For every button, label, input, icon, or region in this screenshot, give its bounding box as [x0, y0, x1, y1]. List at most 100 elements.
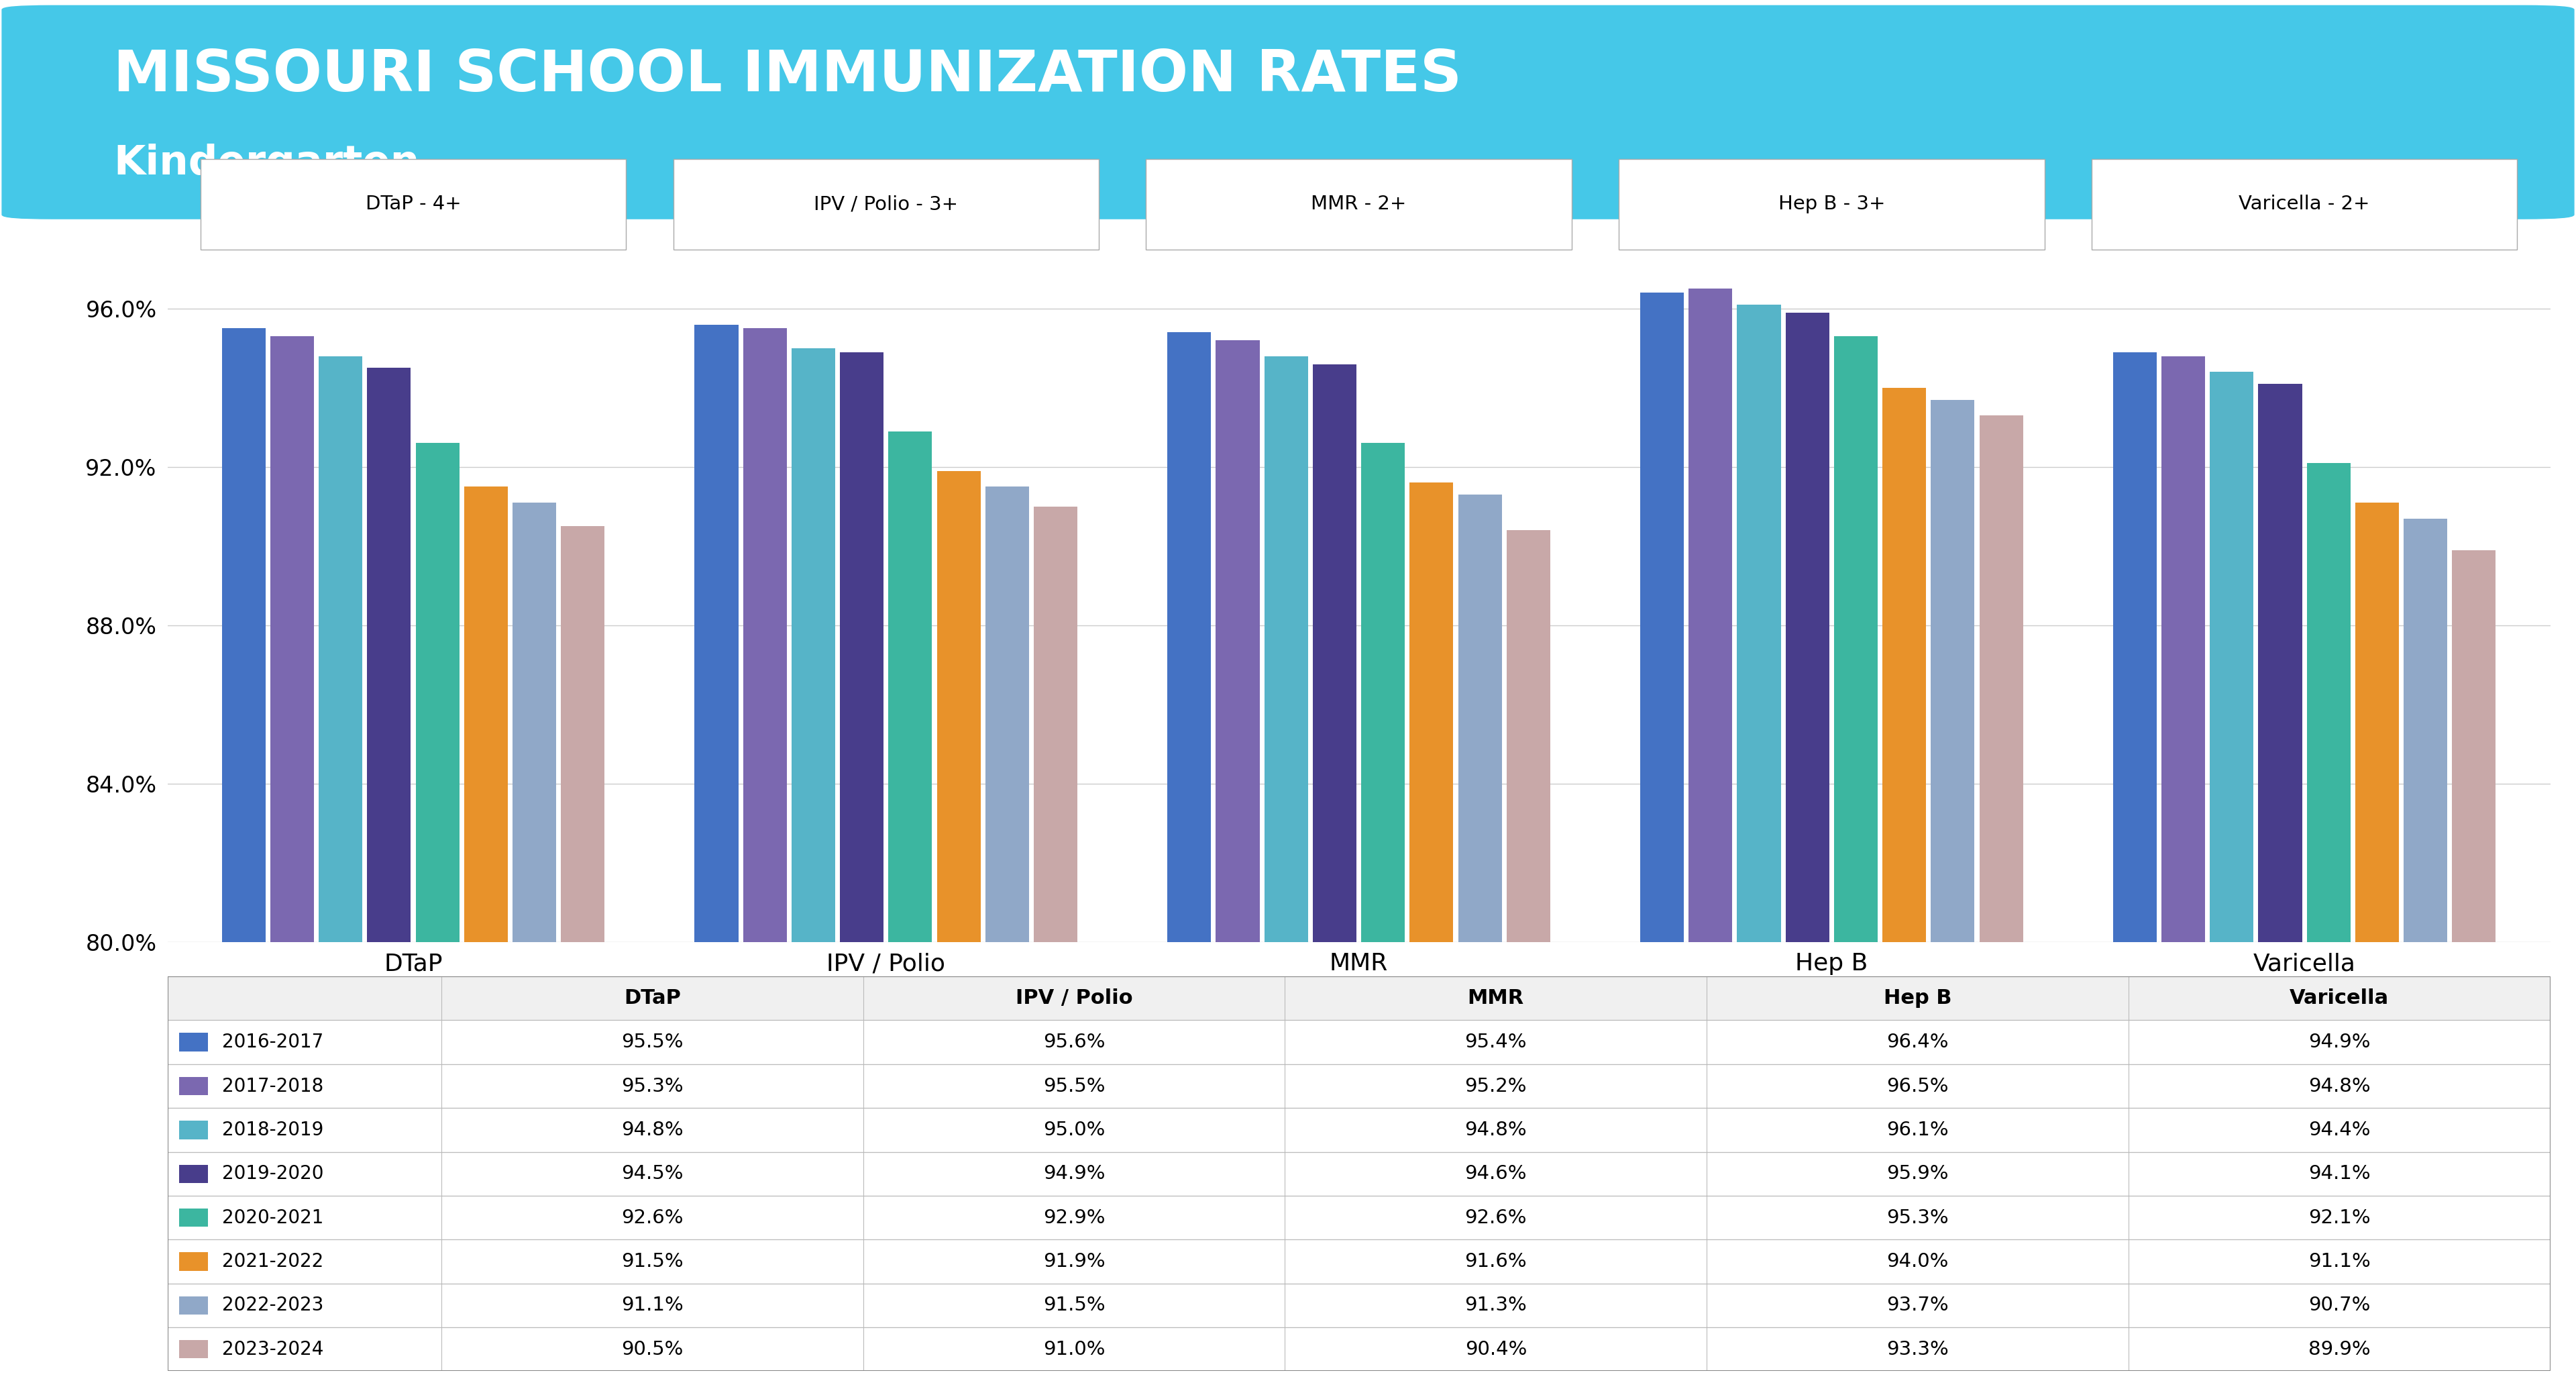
- Text: 95.4%: 95.4%: [1466, 1033, 1528, 1051]
- Text: 94.8%: 94.8%: [1466, 1120, 1528, 1140]
- Text: 92.6%: 92.6%: [1466, 1208, 1528, 1227]
- Text: 96.4%: 96.4%: [1886, 1033, 1947, 1051]
- Text: 94.5%: 94.5%: [621, 1165, 683, 1183]
- Bar: [938, 471, 981, 942]
- Bar: [167, 1064, 2550, 1108]
- Text: 91.5%: 91.5%: [1043, 1296, 1105, 1314]
- Text: IPV / Polio: IPV / Polio: [1015, 989, 1133, 1008]
- Text: 90.5%: 90.5%: [621, 1339, 683, 1359]
- Bar: [672, 159, 1100, 249]
- Text: 94.8%: 94.8%: [621, 1120, 683, 1140]
- Bar: [791, 348, 835, 942]
- Text: Varicella - 2+: Varicella - 2+: [2239, 195, 2370, 213]
- Text: Immunization Rates by Vaccine Type: Immunization Rates by Vaccine Type: [1033, 255, 1685, 284]
- Text: 94.9%: 94.9%: [1043, 1165, 1105, 1183]
- Bar: [201, 159, 626, 249]
- Text: 91.1%: 91.1%: [2308, 1252, 2370, 1271]
- Bar: [167, 1240, 2550, 1284]
- Bar: [270, 337, 314, 942]
- Bar: [167, 1108, 2550, 1152]
- Text: 96.1%: 96.1%: [1886, 1120, 1947, 1140]
- Bar: [2259, 384, 2303, 942]
- Text: 91.3%: 91.3%: [1466, 1296, 1528, 1314]
- Bar: [1146, 159, 1571, 249]
- Text: 92.9%: 92.9%: [1043, 1208, 1105, 1227]
- Text: 94.9%: 94.9%: [2308, 1033, 2370, 1051]
- Text: 89.9%: 89.9%: [2308, 1339, 2370, 1359]
- Bar: [167, 976, 2550, 1021]
- Bar: [368, 368, 410, 942]
- Bar: [1458, 494, 1502, 942]
- Bar: [167, 1195, 2550, 1240]
- Bar: [2161, 356, 2205, 942]
- Text: 2016-2017: 2016-2017: [222, 1033, 325, 1051]
- Text: 91.9%: 91.9%: [1043, 1252, 1105, 1271]
- Text: 90.7%: 90.7%: [2308, 1296, 2370, 1314]
- Bar: [167, 1021, 2550, 1064]
- Bar: [1883, 388, 1927, 942]
- Bar: [464, 486, 507, 942]
- Bar: [1834, 337, 1878, 942]
- Text: 2022-2023: 2022-2023: [222, 1296, 325, 1314]
- Bar: [889, 431, 933, 942]
- Text: Kindergarten: Kindergarten: [113, 144, 420, 183]
- Text: 95.0%: 95.0%: [1043, 1120, 1105, 1140]
- Text: 91.5%: 91.5%: [621, 1252, 683, 1271]
- Bar: [1409, 483, 1453, 942]
- Bar: [2452, 550, 2496, 942]
- Bar: [2092, 159, 2517, 249]
- Text: 93.7%: 93.7%: [1886, 1296, 1947, 1314]
- Bar: [1360, 443, 1404, 942]
- Text: 95.2%: 95.2%: [1466, 1076, 1528, 1096]
- Text: 91.0%: 91.0%: [1043, 1339, 1105, 1359]
- Text: 92.6%: 92.6%: [621, 1208, 683, 1227]
- Bar: [1690, 289, 1731, 942]
- Text: 91.1%: 91.1%: [621, 1296, 683, 1314]
- Text: 91.6%: 91.6%: [1466, 1252, 1528, 1271]
- Text: 94.4%: 94.4%: [2308, 1120, 2370, 1140]
- Text: 95.3%: 95.3%: [621, 1076, 683, 1096]
- Bar: [1736, 305, 1780, 942]
- Text: 2018-2019: 2018-2019: [222, 1120, 325, 1140]
- Bar: [513, 503, 556, 942]
- Text: 2021-2022: 2021-2022: [222, 1252, 325, 1271]
- Bar: [1978, 415, 2022, 942]
- Text: Varicella: Varicella: [2290, 989, 2388, 1008]
- Text: 95.3%: 95.3%: [1886, 1208, 1947, 1227]
- Bar: [2403, 518, 2447, 942]
- Text: 2019-2020: 2019-2020: [222, 1165, 325, 1183]
- Text: 95.9%: 95.9%: [1886, 1165, 1947, 1183]
- Text: 95.5%: 95.5%: [1043, 1076, 1105, 1096]
- Text: 94.1%: 94.1%: [2308, 1165, 2370, 1183]
- Text: 95.6%: 95.6%: [1043, 1033, 1105, 1051]
- Text: MMR: MMR: [1468, 989, 1525, 1008]
- Bar: [1265, 356, 1309, 942]
- Text: 95.5%: 95.5%: [621, 1033, 683, 1051]
- Bar: [1507, 530, 1551, 942]
- Bar: [180, 1033, 209, 1051]
- Text: 90.4%: 90.4%: [1466, 1339, 1528, 1359]
- Text: IPV / Polio - 3+: IPV / Polio - 3+: [814, 195, 958, 213]
- Text: 2017-2018: 2017-2018: [222, 1076, 325, 1096]
- Bar: [1216, 341, 1260, 942]
- Bar: [2308, 463, 2349, 942]
- Text: 92.1%: 92.1%: [2308, 1208, 2370, 1227]
- Bar: [562, 526, 605, 942]
- Bar: [167, 1327, 2550, 1371]
- Text: Hep B - 3+: Hep B - 3+: [1777, 195, 1886, 213]
- Bar: [1314, 364, 1358, 942]
- Bar: [2112, 352, 2156, 942]
- Text: 94.0%: 94.0%: [1886, 1252, 1947, 1271]
- Bar: [180, 1296, 209, 1314]
- Bar: [742, 328, 786, 942]
- Bar: [1785, 313, 1829, 942]
- Text: 94.6%: 94.6%: [1466, 1165, 1528, 1183]
- Bar: [1618, 159, 2045, 249]
- Text: Hep B: Hep B: [1883, 989, 1953, 1008]
- Bar: [840, 352, 884, 942]
- Bar: [1932, 400, 1976, 942]
- Bar: [167, 1152, 2550, 1195]
- Text: 2020-2021: 2020-2021: [222, 1208, 325, 1227]
- Bar: [180, 1078, 209, 1096]
- Bar: [1033, 507, 1077, 942]
